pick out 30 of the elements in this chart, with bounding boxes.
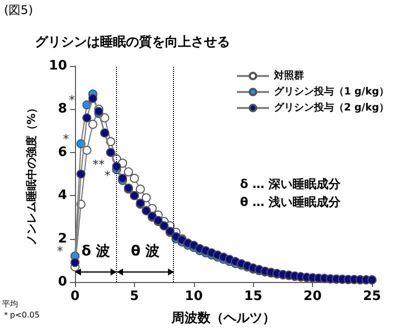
x-tick-label: 25 [362, 289, 382, 304]
chart-title: グリシンは睡眠の質を向上させる [35, 34, 230, 50]
text: (図5) [4, 3, 33, 17]
x-tick-label: 0 [70, 289, 80, 304]
text: 平均 [2, 300, 18, 308]
legend-label: 対照群 [272, 70, 304, 82]
y-tick-label: 8 [58, 102, 67, 117]
x-tick-label: 5 [130, 289, 139, 304]
annotation: * [57, 244, 63, 258]
x-tick-label: 15 [244, 289, 262, 304]
y-tick-label: 0 [58, 274, 67, 290]
y-tick-label: 6 [58, 144, 67, 160]
x-tick-label: 10 [184, 289, 203, 304]
legend-label: グリシン投与（1 g/kg） [274, 86, 390, 98]
text: ＊p<0.05 [2, 310, 40, 320]
annotation: θ … 浅い睡眠成分 [240, 195, 342, 209]
y-tick-label: 4 [58, 188, 67, 204]
annotation: * [62, 132, 69, 146]
x-axis-title: 周波数（ヘルツ） [170, 311, 276, 326]
annotation: ** [92, 158, 105, 172]
y-axis-title: ノンレム睡眠中の強度（%） [25, 102, 38, 246]
y-tick-label: 10 [48, 58, 67, 74]
x-tick-label: 20 [304, 289, 322, 304]
annotation: θ 波 [130, 243, 160, 260]
y-tick-label: 2 [58, 231, 67, 246]
annotation: * [68, 92, 75, 107]
legend-label: グリシン投与（2 g/kg） [274, 102, 390, 114]
annotation: * [104, 168, 111, 182]
annotation: δ … 深い睡眠成分 [240, 177, 342, 191]
annotation: δ 波 [82, 243, 110, 260]
